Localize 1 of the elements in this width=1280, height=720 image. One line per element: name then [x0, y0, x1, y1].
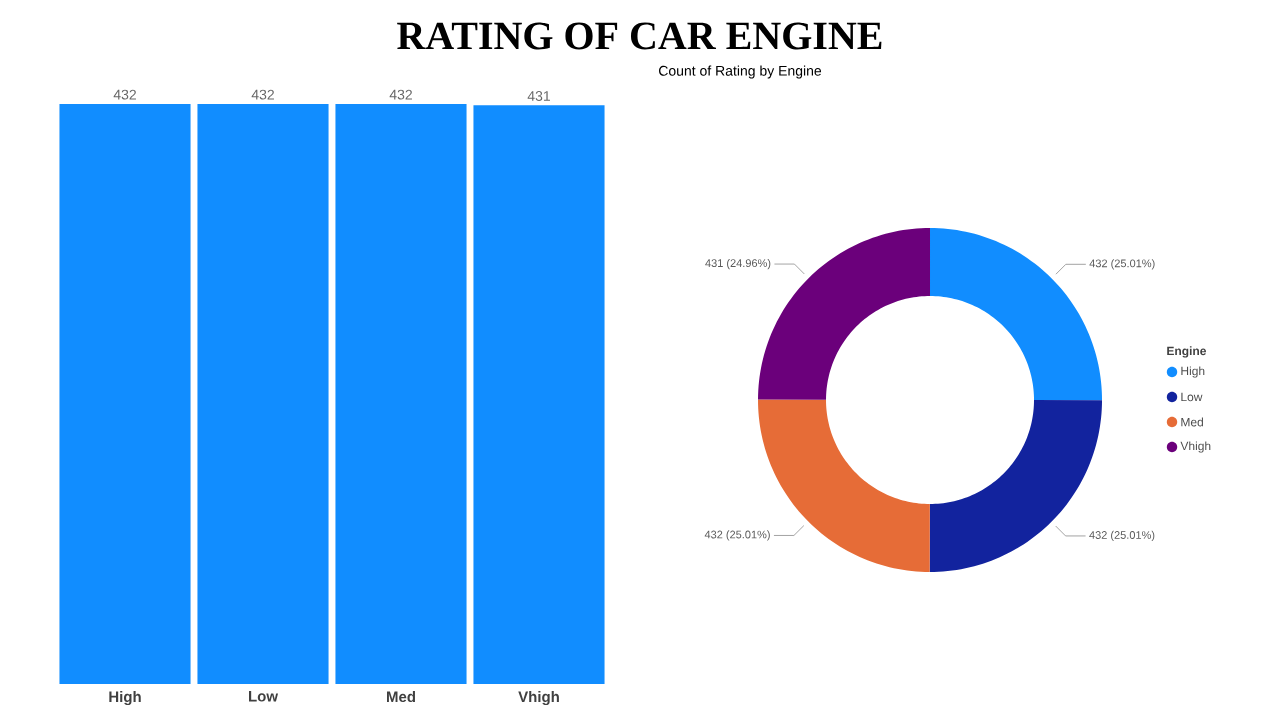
chart-title: RATING OF CAR ENGINE	[397, 22, 882, 50]
